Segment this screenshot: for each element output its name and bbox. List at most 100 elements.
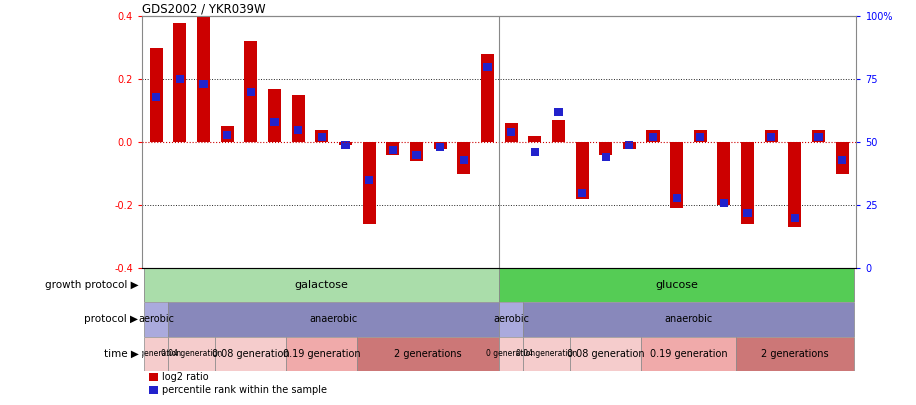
Bar (641, 337, 736, 371)
Text: anaerobic: anaerobic (310, 314, 358, 324)
Bar (791, 214, 799, 222)
Bar (152, 93, 160, 101)
Bar (149, 386, 158, 394)
Bar (578, 189, 586, 196)
Bar (499, 268, 854, 303)
Bar (717, 142, 730, 205)
Text: 0 generation: 0 generation (132, 349, 180, 358)
Text: galactose: galactose (295, 280, 349, 290)
Bar (149, 48, 163, 142)
Bar (835, 142, 849, 174)
Bar (812, 130, 825, 142)
Text: 0.04 generation: 0.04 generation (516, 349, 577, 358)
Bar (554, 108, 562, 116)
Text: time ▶: time ▶ (104, 349, 138, 358)
Bar (433, 142, 447, 149)
Bar (287, 337, 357, 371)
Text: 0.19 generation: 0.19 generation (283, 349, 361, 358)
Bar (145, 268, 499, 303)
Text: aerobic: aerobic (138, 314, 174, 324)
Text: growth protocol ▶: growth protocol ▶ (45, 280, 138, 290)
Text: 0.19 generation: 0.19 generation (649, 349, 727, 358)
Bar (789, 142, 802, 227)
Bar (507, 128, 515, 136)
Bar (767, 133, 776, 141)
Bar (215, 337, 287, 371)
Bar (765, 130, 778, 142)
Bar (315, 130, 328, 142)
Text: 0 generation: 0 generation (486, 349, 536, 358)
Bar (460, 156, 468, 164)
Bar (647, 130, 660, 142)
Bar (736, 337, 854, 371)
Bar (197, 16, 210, 142)
Text: 0.08 generation: 0.08 generation (212, 349, 289, 358)
Bar (245, 41, 257, 142)
Bar (481, 54, 494, 142)
Bar (570, 337, 641, 371)
Bar (649, 133, 657, 141)
Bar (246, 88, 255, 96)
Bar (696, 133, 704, 141)
Bar (523, 303, 854, 337)
Bar (221, 126, 234, 142)
Bar (626, 141, 634, 149)
Bar (168, 337, 215, 371)
Bar (412, 151, 420, 159)
Bar (173, 23, 186, 142)
Bar (499, 303, 523, 337)
Bar (623, 142, 636, 149)
Bar (357, 337, 499, 371)
Bar (523, 337, 570, 371)
Text: 0.04 generation: 0.04 generation (161, 349, 223, 358)
Bar (365, 176, 373, 184)
Text: 2 generations: 2 generations (761, 349, 829, 358)
Bar (387, 142, 399, 155)
Bar (602, 153, 610, 161)
Bar (484, 63, 492, 70)
Bar (318, 133, 326, 141)
Bar (149, 373, 158, 381)
Bar (168, 303, 499, 337)
Text: 2 generations: 2 generations (395, 349, 462, 358)
Bar (176, 75, 184, 83)
Bar (741, 142, 754, 224)
Bar (672, 194, 681, 202)
Bar (529, 136, 541, 142)
Bar (339, 142, 352, 145)
Bar (145, 337, 168, 371)
Bar (409, 142, 423, 161)
Bar (599, 142, 612, 155)
Bar (457, 142, 470, 174)
Bar (499, 337, 523, 371)
Text: log2 ratio: log2 ratio (162, 372, 209, 382)
Text: protocol ▶: protocol ▶ (84, 314, 138, 324)
Bar (551, 120, 565, 142)
Bar (720, 199, 728, 207)
Text: aerobic: aerobic (493, 314, 529, 324)
Text: 0.08 generation: 0.08 generation (567, 349, 645, 358)
Bar (671, 142, 683, 209)
Text: glucose: glucose (655, 280, 698, 290)
Bar (388, 146, 397, 154)
Bar (575, 142, 588, 199)
Bar (436, 143, 444, 151)
Text: percentile rank within the sample: percentile rank within the sample (162, 385, 327, 395)
Bar (814, 133, 823, 141)
Bar (294, 126, 302, 134)
Bar (223, 131, 231, 139)
Bar (530, 148, 539, 156)
Bar (291, 95, 305, 142)
Text: anaerobic: anaerobic (664, 314, 713, 324)
Bar (200, 80, 208, 88)
Bar (838, 156, 846, 164)
Bar (744, 209, 752, 217)
Text: GDS2002 / YKR039W: GDS2002 / YKR039W (142, 2, 266, 15)
Bar (363, 142, 376, 224)
Bar (342, 141, 350, 149)
Bar (693, 130, 707, 142)
Bar (268, 89, 281, 142)
Bar (145, 303, 168, 337)
Bar (505, 123, 518, 142)
Bar (270, 118, 278, 126)
